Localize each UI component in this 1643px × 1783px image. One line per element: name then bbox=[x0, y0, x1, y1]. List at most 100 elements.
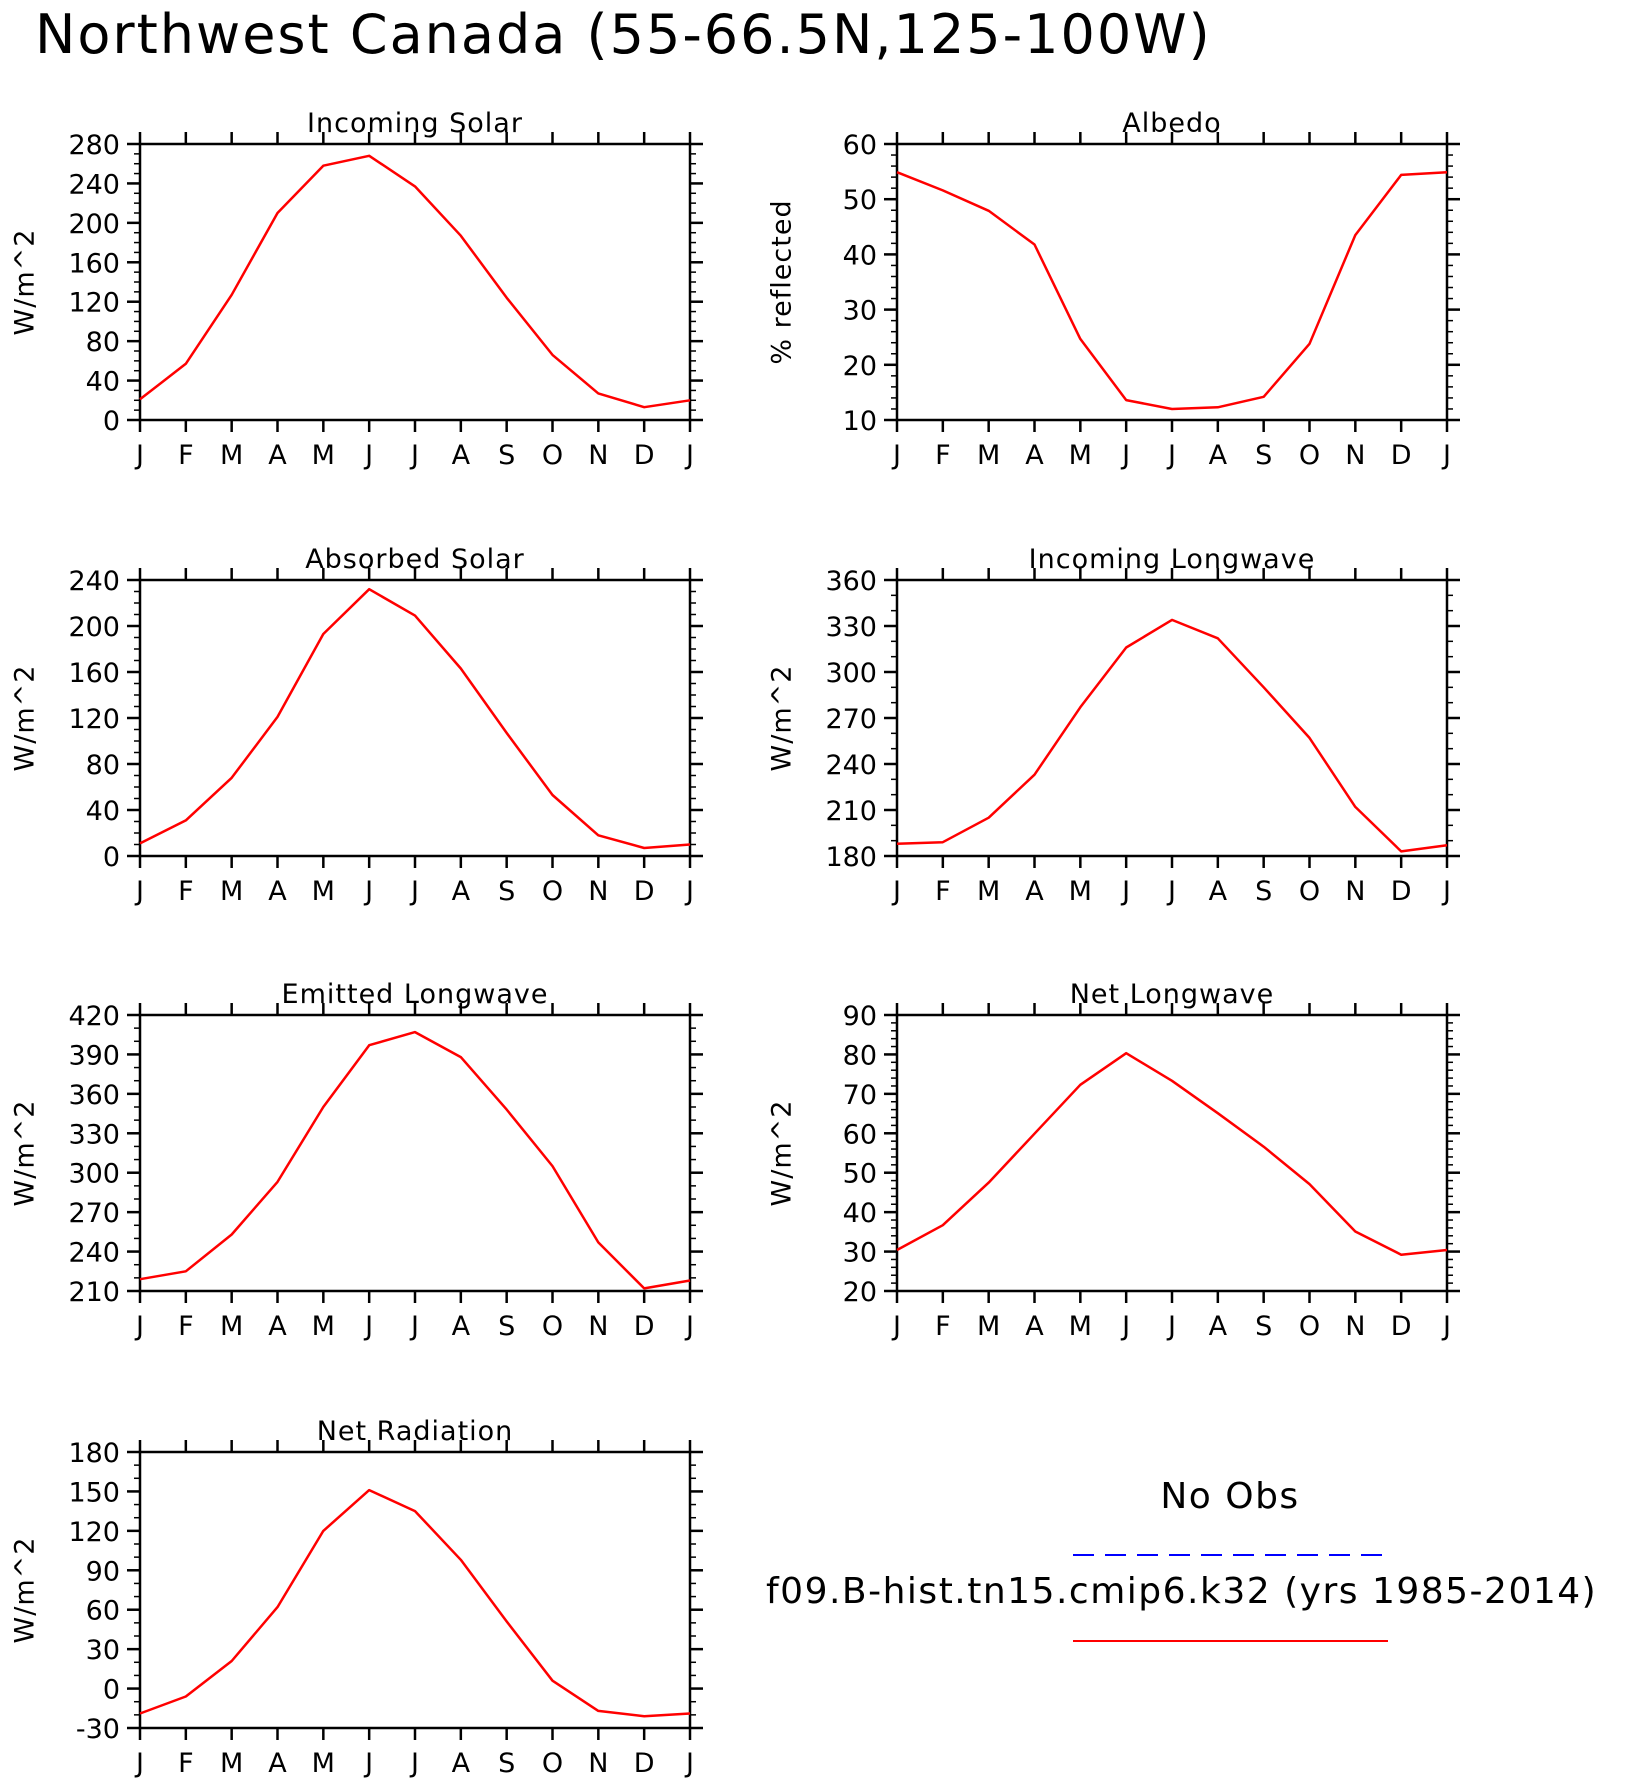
x-tick-label: A bbox=[1209, 440, 1228, 471]
plot-frame bbox=[895, 142, 1449, 422]
y-tick-label: 210 bbox=[68, 1277, 120, 1308]
y-tick-label: 120 bbox=[68, 288, 120, 319]
legend-obs-label: No Obs bbox=[1160, 1476, 1299, 1517]
plot-frame bbox=[138, 1450, 692, 1730]
y-tick-label: 390 bbox=[68, 1040, 120, 1071]
y-tick-label: 330 bbox=[68, 1119, 120, 1150]
y-tick-label: 280 bbox=[68, 130, 120, 161]
x-tick-label: D bbox=[1391, 1311, 1412, 1342]
series-line bbox=[139, 154, 691, 409]
x-tick-label: J bbox=[1441, 1311, 1451, 1342]
y-tick-label: 420 bbox=[68, 1001, 120, 1032]
plot-frame bbox=[138, 1013, 692, 1293]
y-tick-label: 180 bbox=[825, 842, 877, 873]
x-tick-label: F bbox=[178, 440, 194, 471]
y-tick-label: -30 bbox=[76, 1714, 120, 1745]
x-tick-label: S bbox=[1255, 1311, 1272, 1342]
x-tick-label: A bbox=[268, 440, 287, 471]
y-axis-label: W/m^2 bbox=[10, 1100, 41, 1207]
x-tick-label: M bbox=[220, 1311, 243, 1342]
x-tick-label: J bbox=[891, 876, 901, 907]
x-tick-label: D bbox=[634, 876, 655, 907]
x-tick-label: O bbox=[542, 440, 563, 471]
x-tick-label: A bbox=[268, 1748, 287, 1779]
x-tick-label: S bbox=[498, 1311, 515, 1342]
y-tick-label: 300 bbox=[68, 1159, 120, 1190]
figure-title: Northwest Canada (55-66.5N,125-100W) bbox=[35, 3, 1212, 66]
x-tick-label: J bbox=[409, 1748, 419, 1779]
y-tick-label: 160 bbox=[68, 248, 120, 279]
x-tick-label: J bbox=[1166, 1311, 1176, 1342]
x-tick-label: F bbox=[935, 1311, 951, 1342]
y-tick-label: 0 bbox=[103, 1675, 120, 1706]
series-line bbox=[896, 170, 1448, 411]
x-tick-label: J bbox=[891, 440, 901, 471]
y-tick-label: 300 bbox=[825, 658, 877, 689]
x-tick-label: J bbox=[134, 1748, 144, 1779]
x-tick-label: J bbox=[363, 876, 373, 907]
x-tick-label: M bbox=[977, 1311, 1000, 1342]
x-tick-label: S bbox=[498, 876, 515, 907]
x-tick-label: M bbox=[220, 876, 243, 907]
y-tick-label: 150 bbox=[68, 1477, 120, 1508]
x-tick-label: M bbox=[312, 1311, 335, 1342]
y-tick-label: 240 bbox=[68, 566, 120, 597]
y-tick-label: 20 bbox=[843, 351, 877, 382]
y-tick-label: 120 bbox=[68, 704, 120, 735]
x-tick-label: J bbox=[1120, 876, 1130, 907]
y-tick-label: 240 bbox=[68, 1238, 120, 1269]
x-tick-label: D bbox=[634, 440, 655, 471]
y-tick-label: 270 bbox=[68, 1198, 120, 1229]
x-tick-label: M bbox=[1069, 440, 1092, 471]
x-tick-label: F bbox=[178, 1311, 194, 1342]
x-tick-label: M bbox=[977, 440, 1000, 471]
y-tick-label: 40 bbox=[86, 367, 120, 398]
y-tick-label: 40 bbox=[86, 796, 120, 827]
legend: No Obs f09.B-hist.tn15.cmip6.k32 (yrs 19… bbox=[766, 1476, 1597, 1642]
legend-model-label: f09.B-hist.tn15.cmip6.k32 (yrs 1985-2014… bbox=[766, 1571, 1597, 1612]
x-tick-label: J bbox=[363, 1311, 373, 1342]
series-line bbox=[139, 587, 691, 850]
y-tick-label: 200 bbox=[68, 612, 120, 643]
y-tick-label: 210 bbox=[825, 796, 877, 827]
x-tick-label: J bbox=[1441, 440, 1451, 471]
x-tick-label: D bbox=[1391, 876, 1412, 907]
y-tick-label: 200 bbox=[68, 209, 120, 240]
x-tick-label: M bbox=[1069, 876, 1092, 907]
y-tick-label: 60 bbox=[843, 130, 877, 161]
x-tick-label: N bbox=[588, 1311, 608, 1342]
x-tick-label: N bbox=[588, 1748, 608, 1779]
x-tick-label: D bbox=[634, 1311, 655, 1342]
y-tick-label: 360 bbox=[825, 566, 877, 597]
y-tick-label: 30 bbox=[843, 296, 877, 327]
x-tick-label: N bbox=[588, 440, 608, 471]
x-tick-label: J bbox=[134, 876, 144, 907]
x-tick-label: J bbox=[134, 440, 144, 471]
x-tick-label: O bbox=[1299, 440, 1320, 471]
x-tick-label: M bbox=[1069, 1311, 1092, 1342]
x-tick-label: J bbox=[684, 440, 694, 471]
y-axis-label: W/m^2 bbox=[767, 1100, 798, 1207]
x-tick-label: J bbox=[1120, 1311, 1130, 1342]
y-tick-label: 70 bbox=[843, 1080, 877, 1111]
x-tick-label: N bbox=[588, 876, 608, 907]
y-axis-label: % reflected bbox=[767, 199, 798, 364]
series-line bbox=[139, 1030, 691, 1290]
x-tick-label: J bbox=[1441, 876, 1451, 907]
y-tick-label: 80 bbox=[843, 1040, 877, 1071]
x-tick-label: A bbox=[1025, 1311, 1044, 1342]
x-tick-label: J bbox=[409, 440, 419, 471]
y-tick-label: 50 bbox=[843, 185, 877, 216]
y-tick-label: 90 bbox=[86, 1556, 120, 1587]
plot-frame bbox=[895, 1013, 1449, 1293]
x-tick-label: J bbox=[363, 440, 373, 471]
y-tick-label: 10 bbox=[843, 406, 877, 437]
x-tick-label: S bbox=[498, 1748, 515, 1779]
y-tick-label: 270 bbox=[825, 704, 877, 735]
x-tick-label: J bbox=[891, 1311, 901, 1342]
y-tick-label: 90 bbox=[843, 1001, 877, 1032]
